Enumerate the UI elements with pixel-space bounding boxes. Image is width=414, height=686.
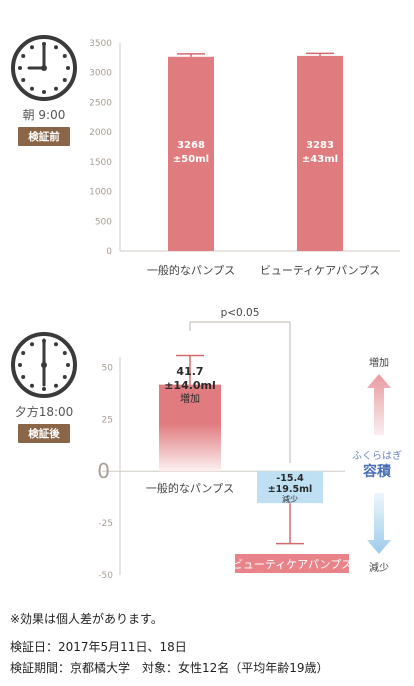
clock-tick bbox=[30, 383, 34, 388]
clock-tick bbox=[62, 54, 67, 58]
bar bbox=[297, 55, 343, 252]
y-tick-label: -25 bbox=[98, 519, 113, 529]
data-label-note: 減少 bbox=[282, 494, 298, 504]
y-tick-label: 25 bbox=[102, 415, 113, 425]
bar bbox=[168, 56, 214, 251]
morning-clock-icon bbox=[9, 33, 79, 103]
clock-tick bbox=[21, 78, 26, 82]
category-label: ビューティケアパンプス bbox=[260, 264, 380, 277]
y-tick-label: 0 bbox=[106, 247, 112, 257]
data-label-error: ±50ml bbox=[173, 154, 209, 165]
data-label-error: ±19.5ml bbox=[268, 484, 313, 495]
significance-label: p<0.05 bbox=[221, 307, 260, 319]
increase-arrow-icon bbox=[367, 374, 391, 435]
category-label: ビューティケアパンプス bbox=[232, 558, 352, 571]
clock-tick bbox=[54, 383, 58, 388]
clock-tick bbox=[66, 66, 70, 70]
test-date-note: 検証日：2017年5月11日、18日 bbox=[10, 640, 187, 654]
category-label: 一般的なパンプス bbox=[147, 263, 235, 277]
test-period-note: 検証期間：京都橘大学 対象：女性12名（平均年齢19歳） bbox=[10, 661, 329, 675]
clock-tick bbox=[54, 342, 58, 347]
y-tick-label: 1500 bbox=[89, 158, 112, 168]
data-label: 3283 bbox=[306, 140, 334, 151]
clock-tick bbox=[30, 86, 34, 91]
clock-tick bbox=[66, 363, 70, 367]
volume-label: 容積 bbox=[362, 463, 392, 480]
data-label-note: 増加 bbox=[180, 392, 200, 405]
data-label: 3268 bbox=[177, 140, 205, 151]
y-tick-label: 3000 bbox=[89, 69, 112, 79]
calf-label: ふくらはぎ bbox=[352, 449, 402, 462]
evening-time-label: 夕方18:00 bbox=[14, 405, 74, 419]
y-tick-label: 1000 bbox=[89, 188, 112, 198]
clock-tick bbox=[62, 351, 67, 355]
y-tick-label: 50 bbox=[102, 363, 114, 373]
significance-bracket bbox=[189, 321, 291, 463]
y-tick-label: 2000 bbox=[89, 128, 112, 138]
morning-time-label: 朝 9:00 bbox=[22, 108, 66, 122]
morning-volume-chart: 3500 3000 2500 2000 1500 1000 500 0 3268 ±50ml 一般的… bbox=[89, 39, 400, 277]
evening-clock-icon bbox=[9, 330, 79, 400]
evening-badge: 検証後 bbox=[18, 424, 70, 443]
evening-change-chart: 50250-25-5041.7±14.0ml増加一般的なパンプス-15.4±19… bbox=[97, 307, 402, 581]
clock-tick bbox=[30, 342, 34, 347]
clock-tick bbox=[21, 375, 26, 379]
clock-tick bbox=[21, 54, 26, 58]
clock-tick bbox=[42, 90, 46, 94]
clock-tick bbox=[21, 351, 26, 355]
morning-badge: 検証前 bbox=[18, 127, 70, 146]
clock-tick bbox=[30, 45, 34, 50]
clock-tick bbox=[54, 45, 58, 50]
clock-tick bbox=[54, 86, 58, 91]
increase-label: 増加 bbox=[369, 356, 389, 369]
clock-tick bbox=[62, 78, 67, 82]
category-label: 一般的なパンプス bbox=[146, 481, 234, 495]
y-tick-label: 500 bbox=[95, 217, 112, 227]
data-label-error: ±14.0ml bbox=[164, 379, 216, 392]
y-tick-label: 2500 bbox=[89, 98, 112, 108]
y-tick-label: 3500 bbox=[89, 39, 112, 49]
bar bbox=[159, 384, 221, 472]
clock-tick bbox=[62, 375, 67, 379]
clock-tick bbox=[42, 387, 46, 391]
decrease-arrow-icon bbox=[367, 493, 391, 554]
clock-tick bbox=[18, 66, 22, 70]
data-label: -15.4 bbox=[276, 473, 304, 484]
y-tick-label: -50 bbox=[98, 571, 113, 581]
clock-tick bbox=[18, 363, 22, 367]
data-label: 41.7 bbox=[176, 365, 203, 378]
bar bbox=[257, 471, 323, 504]
disclaimer-note: ※効果は個人差があります。 bbox=[10, 612, 163, 626]
decrease-label: 減少 bbox=[369, 561, 389, 574]
y-tick-label: 0 bbox=[97, 459, 110, 483]
data-label-error: ±43ml bbox=[302, 154, 338, 165]
category-label-box bbox=[235, 554, 349, 573]
